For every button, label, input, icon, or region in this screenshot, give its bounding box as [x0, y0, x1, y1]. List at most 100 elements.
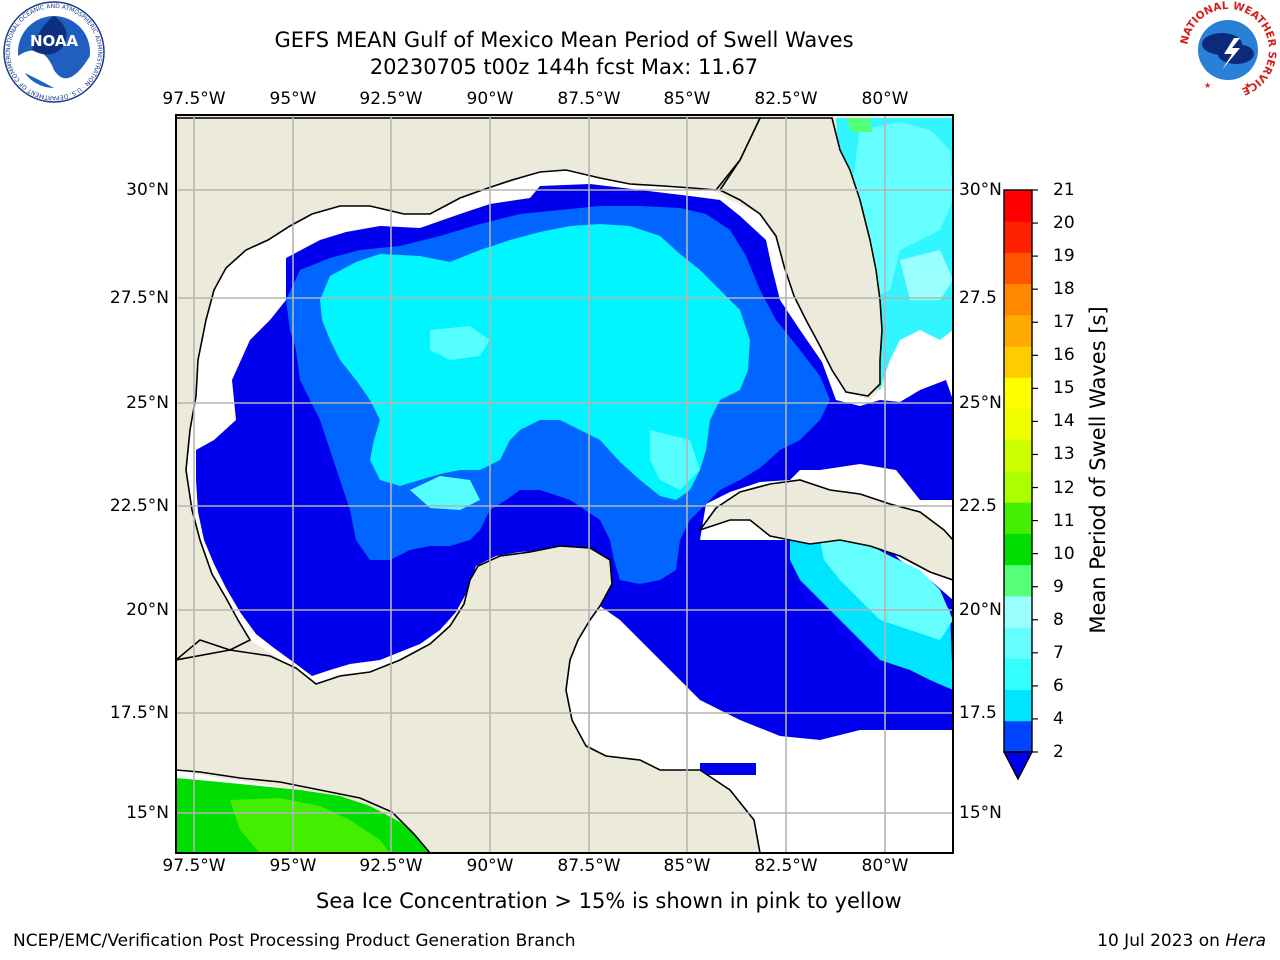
atlantic-swell-7-8	[850, 122, 953, 300]
colorbar-bin	[1004, 595, 1032, 628]
land-florida	[718, 117, 883, 397]
caribbean-swell-7-8	[820, 540, 953, 640]
colorbar-bin	[1004, 533, 1032, 566]
lon-tick-top: 97.5°W	[162, 89, 226, 109]
colorbar-tick-label: 14	[1053, 411, 1075, 432]
lon-tick-top: 95°W	[269, 89, 317, 109]
colorbar-tick-label: 8	[1053, 609, 1064, 630]
lat-tick-left: 17.5°N	[109, 703, 169, 723]
lon-tick-bottom: 87.5°W	[557, 856, 621, 876]
lon-tick-bottom: 92.5°W	[359, 856, 423, 876]
lat-tick-right: 25°N	[959, 393, 1002, 413]
lon-tick-top: 82.5°W	[754, 89, 818, 109]
colorbar	[1002, 189, 1038, 781]
lon-tick-bottom: 97.5°W	[162, 856, 226, 876]
colorbar-extend-arrow	[1002, 751, 1034, 781]
colorbar-bin	[1004, 439, 1032, 472]
pacific-swell-11-12	[230, 798, 390, 853]
colorbar-bin	[1004, 283, 1032, 316]
caribbean-water	[572, 620, 953, 853]
colorbar-tick-label: 4	[1053, 708, 1064, 729]
lon-tick-bottom: 95°W	[269, 856, 317, 876]
colorbar-tick-label: 21	[1053, 180, 1075, 200]
land-cuba	[697, 479, 953, 581]
colorbar-bin	[1004, 252, 1032, 285]
chart-title: GEFS MEAN Gulf of Mexico Mean Period of …	[274, 28, 854, 52]
colorbar-tick-label: 18	[1053, 279, 1075, 300]
colorbar-bin	[1004, 377, 1032, 410]
lon-tick-bottom: 82.5°W	[754, 856, 818, 876]
lon-tick-top: 87.5°W	[557, 89, 621, 109]
map-frame	[175, 114, 954, 854]
lon-tick-bottom: 85°W	[663, 856, 711, 876]
lat-tick-right: 30°N	[959, 180, 1002, 200]
colorbar-tick-label: 11	[1053, 510, 1075, 531]
colorbar-tick-label: 9	[1053, 576, 1064, 597]
caribbean-swell-6-7	[790, 536, 953, 690]
noaa-logo: NATIONAL OCEANIC AND ATMOSPHERIC ADMINIS…	[2, 0, 105, 103]
colorbar-bin	[1004, 658, 1032, 691]
nws-logo: NATIONAL WEATHER SERVICE ★ ★	[1178, 0, 1278, 100]
lat-tick-left: 30°N	[126, 180, 169, 200]
lat-tick-right: 20°N	[959, 600, 1002, 620]
lat-tick-right: 17.5	[959, 703, 997, 723]
land-mexico-texas	[176, 117, 762, 662]
svg-text:★: ★	[1244, 81, 1251, 90]
colorbar-bin	[1004, 471, 1032, 503]
lon-tick-top: 85°W	[663, 89, 711, 109]
noaa-logo-text: NOAA	[30, 32, 79, 50]
colorbar-bin	[1004, 221, 1032, 253]
lon-tick-top: 80°W	[861, 89, 909, 109]
footer-date: 10 Jul 2023 on Hera	[1097, 931, 1266, 951]
lat-tick-left: 25°N	[126, 393, 169, 413]
lat-tick-left: 15°N	[126, 803, 169, 823]
colorbar-tick-label: 15	[1053, 378, 1075, 399]
colorbar-tick-label: 7	[1053, 642, 1064, 663]
lat-tick-right: 22.5	[959, 496, 997, 516]
colorbar-tick-label: 13	[1053, 444, 1075, 465]
swell-band-2-4-strip	[700, 763, 756, 775]
colorbar-title: Mean Period of Swell Waves [s]	[1086, 306, 1110, 634]
colorbar-bin	[1004, 190, 1032, 222]
atlantic-swell-9-10	[846, 118, 872, 132]
colorbar-bin	[1004, 502, 1032, 534]
lon-tick-top: 92.5°W	[359, 89, 423, 109]
lat-tick-left: 27.5°N	[109, 288, 169, 308]
footer-date-text: 10 Jul 2023 on	[1097, 931, 1226, 951]
colorbar-tick-label: 10	[1053, 543, 1075, 564]
lat-tick-left: 22.5°N	[109, 496, 169, 516]
lon-tick-bottom: 80°W	[861, 856, 909, 876]
colorbar-frame	[1003, 189, 1033, 753]
colorbar-bin	[1004, 346, 1032, 378]
atlantic-swell-8-9	[900, 250, 953, 300]
colorbar-bin	[1004, 720, 1032, 753]
swell-band-7-8-a	[430, 326, 490, 360]
lat-tick-right: 27.5	[959, 288, 997, 308]
colorbar-bin	[1004, 314, 1032, 347]
colorbar-tick-label: 6	[1053, 675, 1064, 696]
lon-tick-top: 90°W	[466, 89, 514, 109]
land-yucatan	[176, 545, 761, 853]
colorbar-bin	[1004, 627, 1032, 659]
chart-subtitle: 20230705 t00z 144h fcst Max: 11.67	[369, 55, 759, 79]
swell-band-7-8-c	[410, 476, 480, 510]
lat-tick-right: 15°N	[959, 803, 1002, 823]
colorbar-tick-label: 16	[1053, 345, 1075, 366]
colorbar-bin	[1004, 564, 1032, 597]
footer-host: Hera	[1225, 931, 1266, 951]
swell-band-6-7	[320, 224, 750, 500]
colorbar-bin	[1004, 408, 1032, 441]
colorbar-tick-label: 2	[1053, 742, 1064, 762]
footer-branch: NCEP/EMC/Verification Post Processing Pr…	[13, 931, 576, 951]
gridlines	[176, 115, 953, 853]
colorbar-bin	[1004, 689, 1032, 722]
lat-tick-left: 20°N	[126, 600, 169, 620]
colorbar-tick-label: 19	[1053, 246, 1075, 267]
colorbar-tick-label: 20	[1053, 213, 1075, 234]
lon-tick-bottom: 90°W	[466, 856, 514, 876]
svg-text:★: ★	[1204, 81, 1211, 90]
sea-ice-note: Sea Ice Concentration > 15% is shown in …	[316, 889, 902, 913]
colorbar-tick-label: 17	[1053, 312, 1075, 333]
colorbar-tick-label: 12	[1053, 477, 1075, 498]
